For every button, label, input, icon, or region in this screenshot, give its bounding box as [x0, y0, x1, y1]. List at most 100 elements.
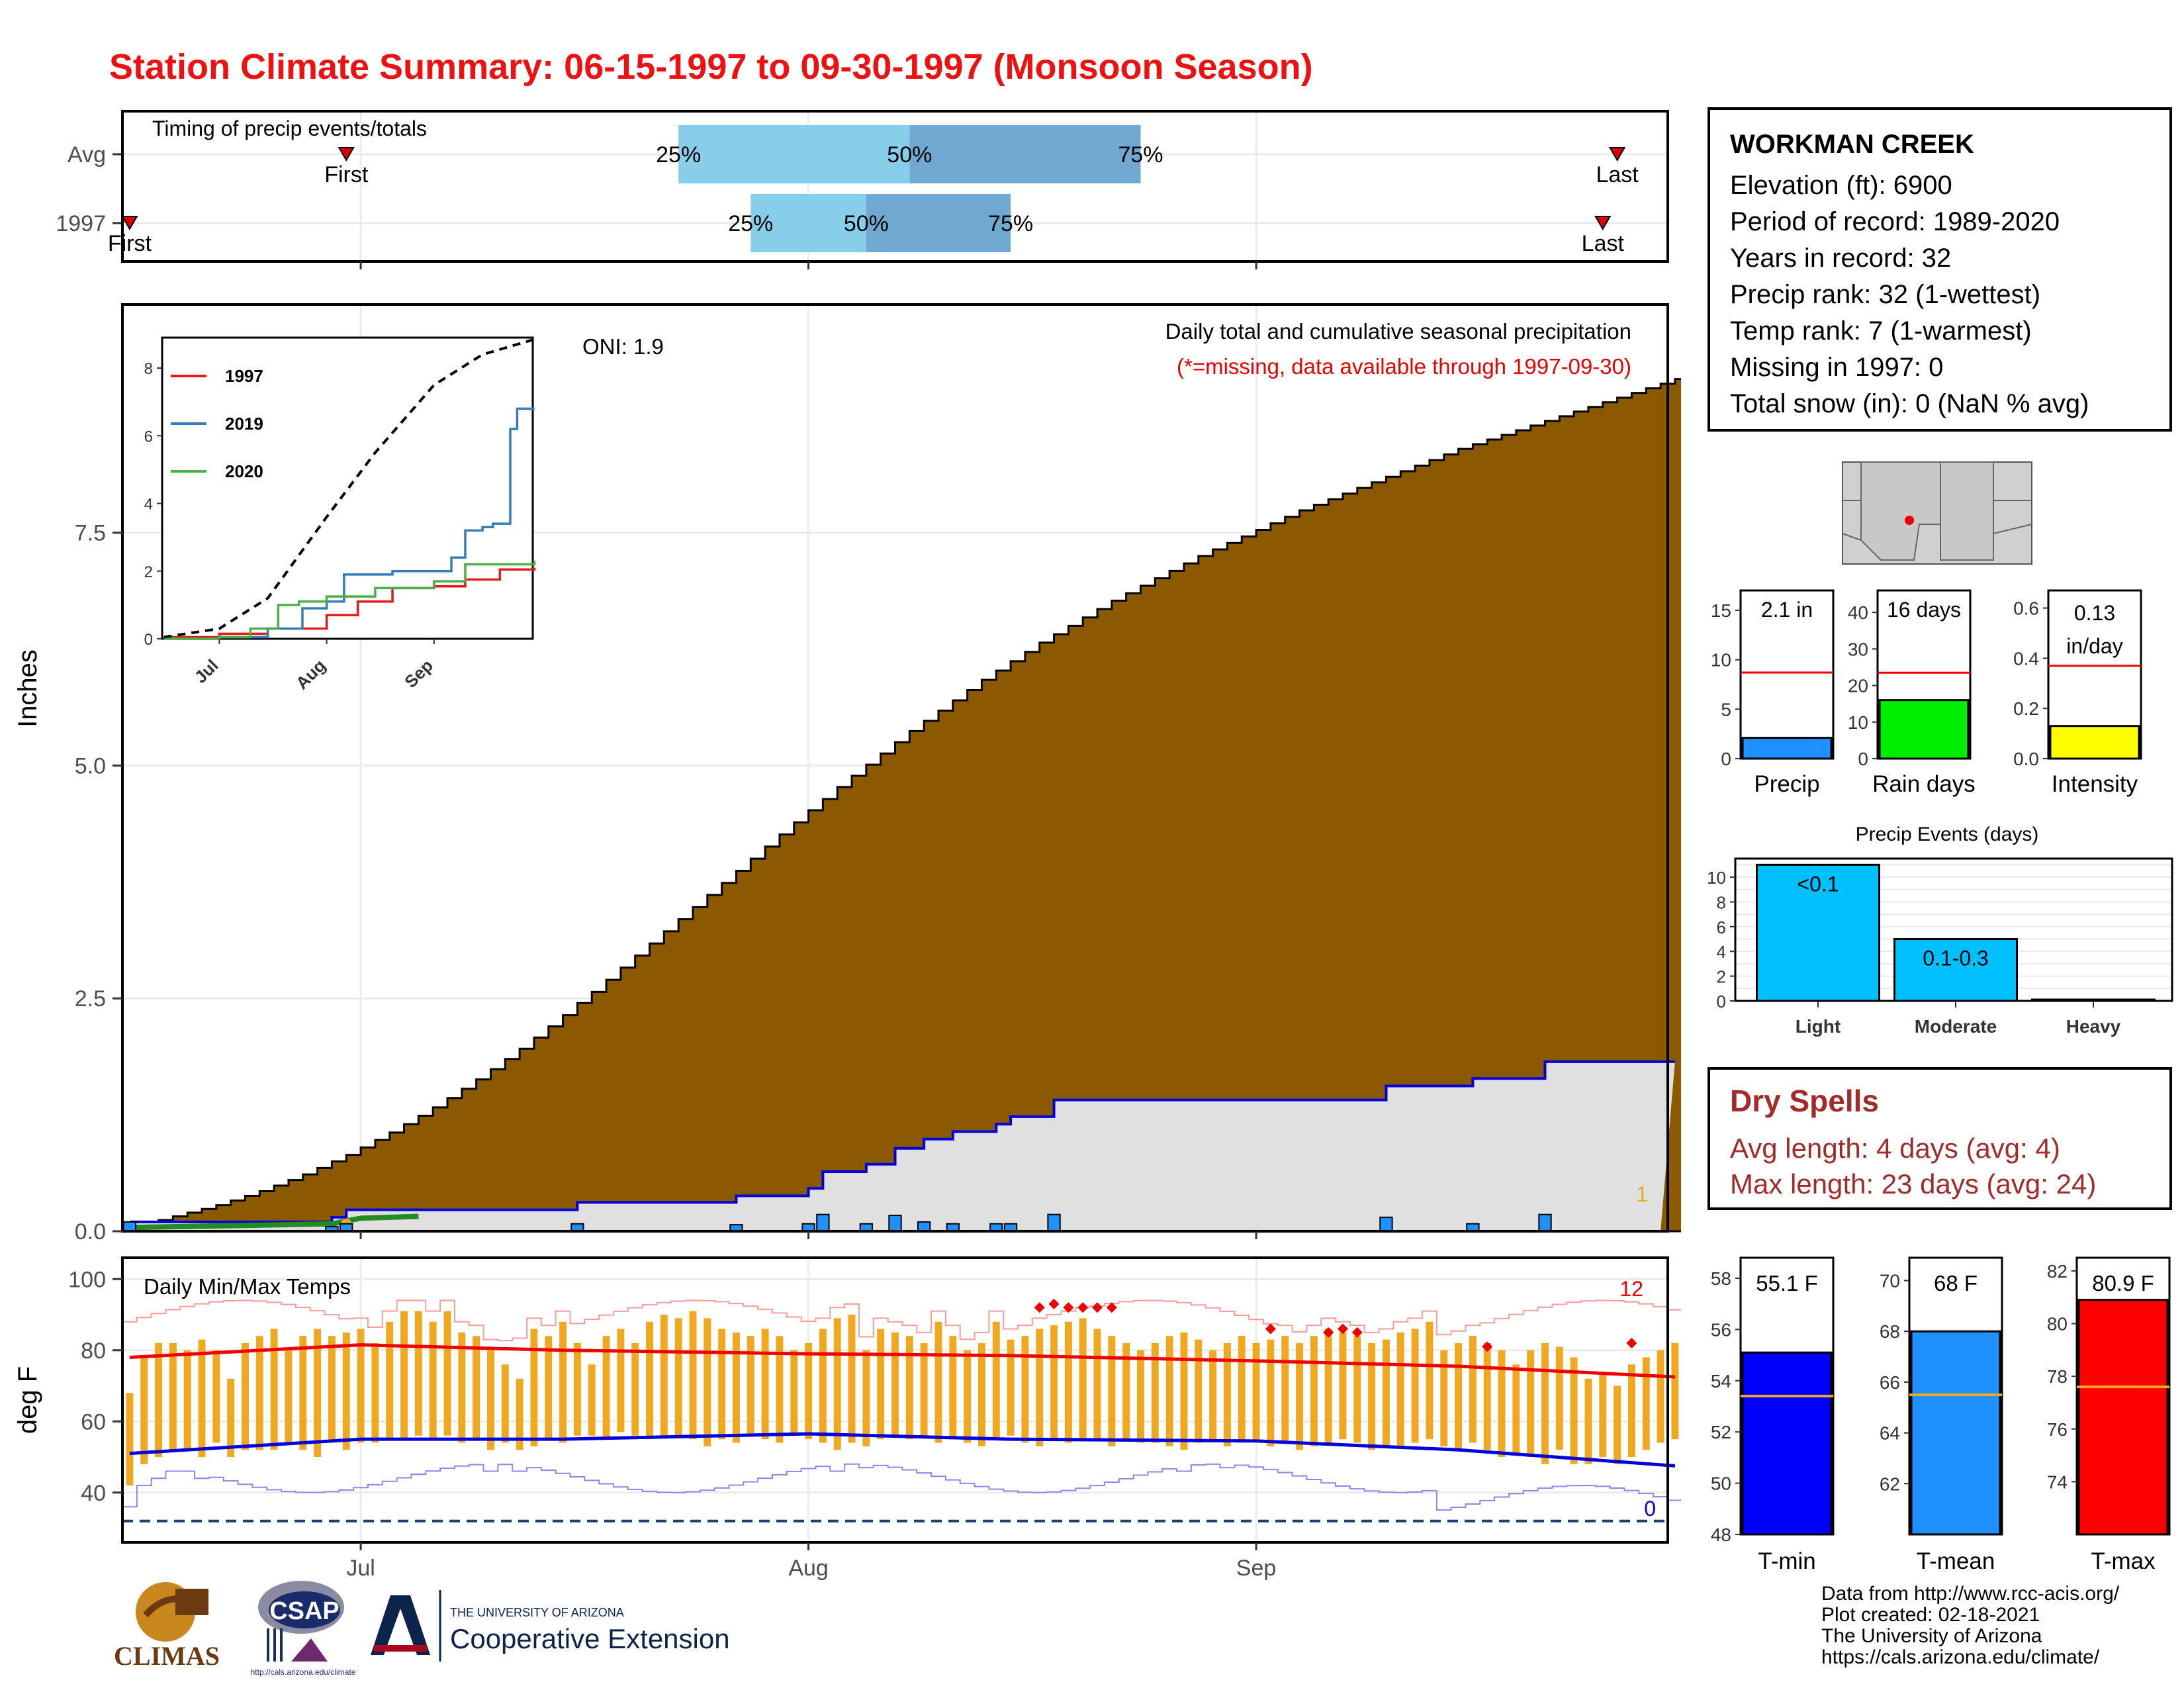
precip-y-tick-label: 5.0: [75, 753, 106, 778]
daily-precip-bar: [888, 1215, 902, 1233]
daily-temp-bar: [776, 1336, 784, 1443]
summary-y-tick-label: 0: [1858, 749, 1868, 769]
tsum-value-label: 68 F: [1934, 1271, 1978, 1295]
daily-temp-bar: [169, 1343, 177, 1450]
daily-temp-bar: [1093, 1329, 1101, 1440]
timing-label-q50: 50%: [887, 142, 932, 167]
daily-temp-bar: [443, 1311, 451, 1436]
summary-y-tick-label: 0.0: [2013, 749, 2039, 769]
events-y-tick-label: 0: [1717, 992, 1726, 1011]
summary-y-tick-label: 20: [1848, 676, 1868, 696]
daily-temp-bar: [1469, 1336, 1477, 1443]
daily-temp-bar: [934, 1321, 942, 1443]
timing-frame: [121, 110, 1669, 263]
precip-count-label: 1: [1636, 1182, 1648, 1206]
ua-small-text: THE UNIVERSITY OF ARIZONA: [450, 1606, 624, 1619]
daily-temp-bar: [1195, 1339, 1203, 1443]
tsum-y-tick-label: 80: [2047, 1314, 2068, 1335]
precip-y-tick-label: 0.0: [75, 1219, 106, 1244]
x-tick-label: Aug: [788, 1556, 829, 1581]
timing-first-marker: [338, 147, 355, 162]
daily-temp-bar: [1021, 1336, 1029, 1443]
daily-temp-bar: [530, 1329, 538, 1446]
summary-category-label: Precip: [1754, 771, 1819, 797]
tsum-category-label: T-mean: [1917, 1548, 1995, 1574]
inset-y-tick-label: 8: [144, 360, 153, 378]
station-info-line: Elevation (ft): 6900: [1730, 171, 1952, 200]
station-info-line: Total snow (in): 0 (NaN % avg): [1730, 389, 2089, 418]
daily-precip-bar: [917, 1221, 931, 1233]
tsum-y-tick-label: 76: [2047, 1419, 2068, 1440]
timing-chart: 25% 50% 75% First Last Avg 25% 50% 75% First Last 1…: [56, 110, 1669, 269]
temp-y-label: deg F: [13, 1366, 42, 1434]
summary-bar-precip: [1741, 737, 1833, 760]
summary-value-label: 0.13: [2074, 601, 2115, 625]
timing-first-label: First: [324, 162, 369, 187]
daily-temp-bar: [1440, 1350, 1448, 1446]
daily-temp-bar: [314, 1329, 322, 1457]
seasonal-summary-bars: 0 5 10 15 2.1 in Precip 0 10 20 30 40 16 days Rain d…: [1711, 589, 2142, 797]
daily-temp-bar: [819, 1329, 827, 1443]
timing-last-marker: [1594, 216, 1612, 230]
daily-temp-bar: [718, 1329, 726, 1440]
station-info-line: Period of record: 1989-2020: [1730, 207, 2060, 236]
temp-chart: 40 60 80 100 Jul Aug Sep deg F Daily Min/Max Tem…: [13, 1256, 1681, 1581]
events-title: Precip Events (days): [1856, 823, 2039, 845]
daily-temp-bar: [212, 1350, 220, 1443]
station-info-line: Precip rank: 32 (1-wettest): [1730, 280, 2041, 309]
record-high-marker: [1063, 1302, 1074, 1313]
daily-temp-bar: [588, 1364, 596, 1436]
daily-temp-bar: [992, 1321, 1000, 1440]
tsum-y-tick-label: 50: [1711, 1474, 1731, 1494]
tsum-bar-t-min: [1741, 1351, 1833, 1536]
climas-text: CLIMAS: [114, 1641, 220, 1671]
new-mexico-shape: [1940, 461, 1994, 561]
temp-cold-count: 0: [1644, 1497, 1656, 1521]
timing-first-marker: [121, 216, 138, 230]
daily-temp-bar: [371, 1343, 379, 1443]
avg-cumulative-area: [128, 378, 1681, 1233]
daily-temp-bar: [1310, 1336, 1318, 1446]
tsum-category-label: T-min: [1758, 1548, 1816, 1574]
daily-temp-bar: [1498, 1350, 1506, 1457]
record-min-line: [122, 1463, 1681, 1511]
events-y-tick-label: 2: [1717, 967, 1726, 987]
timing-last-marker: [1608, 147, 1626, 162]
daily-temp-bar: [285, 1350, 293, 1443]
events-bar-label: 0.1-0.3: [1923, 947, 1989, 970]
daily-temp-bar: [386, 1321, 394, 1440]
inset-series-line-2020: [163, 561, 536, 640]
csap-badge-icon: [269, 1591, 340, 1628]
daily-temp-bar: [848, 1315, 856, 1443]
timing-label-q75: 75%: [1118, 142, 1163, 167]
precip-y-tick-label: 2.5: [75, 986, 106, 1011]
inset-legend-label: 2019: [225, 414, 263, 434]
tsum-bar-t-mean: [1910, 1330, 2001, 1536]
daily-temp-bar: [1180, 1332, 1188, 1450]
tsum-y-tick-label: 74: [2047, 1472, 2068, 1492]
timing-last-label: Last: [1596, 162, 1639, 187]
timing-bar-q50-q75: [866, 194, 1011, 252]
inset-avg-line: [163, 338, 535, 639]
daily-temp-bar: [1267, 1339, 1275, 1446]
daily-temp-bar: [1411, 1329, 1419, 1443]
daily-temp-bar: [357, 1329, 365, 1443]
precip-annot-title: Daily total and cumulative seasonal prec…: [1165, 319, 1631, 344]
tsum-y-tick-label: 48: [1711, 1524, 1731, 1545]
events-y-tick-label: 8: [1717, 892, 1726, 912]
daily-temp-bar: [1627, 1364, 1635, 1457]
events-category-label: Light: [1796, 1016, 1841, 1037]
daily-temp-bar: [978, 1343, 985, 1446]
timing-bar-q25-q50: [751, 194, 866, 252]
daily-temp-bar: [1137, 1350, 1144, 1443]
daily-temp-bar: [1281, 1336, 1289, 1443]
daily-temp-bar: [573, 1343, 581, 1436]
csap-logo: CSAP http://cals.arizona.edu/climate: [251, 1581, 356, 1677]
record-max-line: [122, 1299, 1681, 1342]
csap-mountain-icon: [291, 1638, 328, 1662]
csap-text: CSAP: [269, 1597, 340, 1625]
logos: CLIMAS CSAP http://cals.arizona.edu/clim…: [114, 1581, 730, 1677]
summary-y-tick-label: 0.6: [2013, 598, 2039, 619]
daily-temp-bar: [155, 1343, 163, 1457]
dry-spells-max: Max length: 23 days (avg: 24): [1730, 1168, 2097, 1199]
